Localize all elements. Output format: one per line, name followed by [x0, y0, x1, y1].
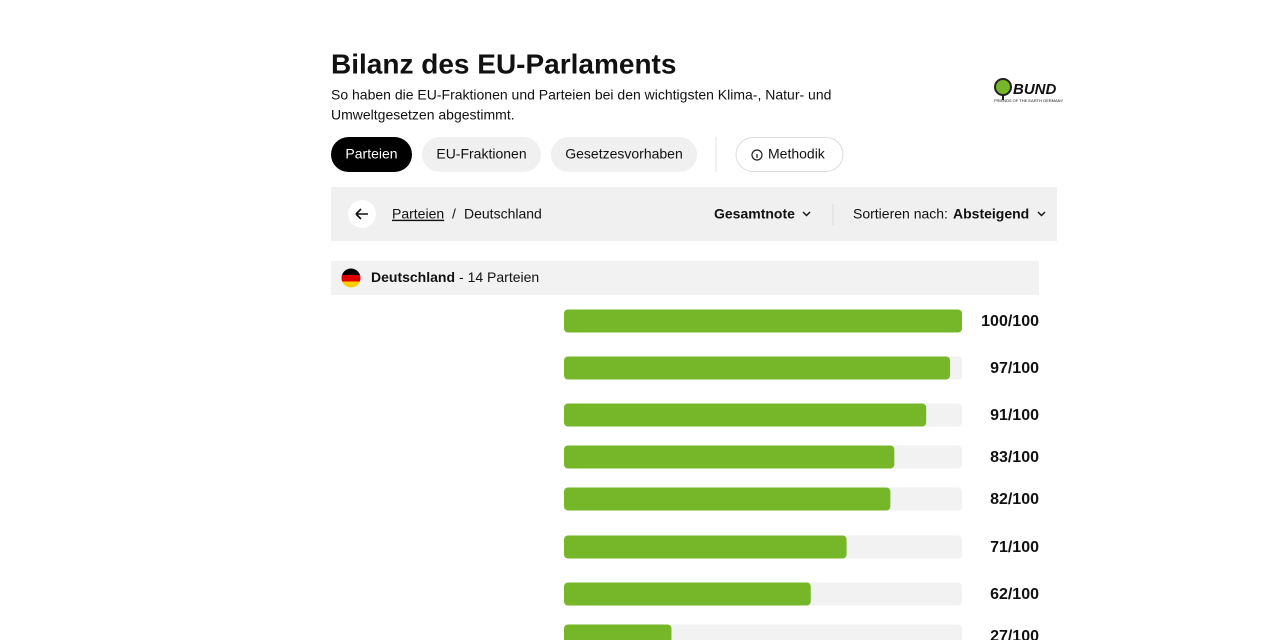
select-value: Gesamtnote	[714, 206, 795, 222]
logo-name: BUND	[1013, 81, 1056, 98]
tab[interactable]: Parteien	[331, 137, 412, 172]
chevron	[802, 211, 811, 217]
back-arrow	[355, 208, 368, 220]
tab-bg	[331, 137, 412, 172]
bar	[564, 356, 951, 380]
country-name: Deutschland	[371, 269, 455, 285]
tab-bg	[551, 137, 697, 172]
value-label: 82/100	[990, 491, 1039, 508]
tab[interactable]: EU-Fraktionen	[422, 137, 541, 172]
toolbar	[331, 187, 1057, 241]
back-button[interactable]	[348, 200, 376, 228]
value-label: 83/100	[990, 449, 1039, 466]
tab-label: Gesetzesvorhaben	[565, 146, 683, 162]
flag	[341, 268, 361, 288]
value-label: 62/100	[990, 586, 1039, 603]
logo-tagline: FRIENDS OF THE EARTH GERMANY	[994, 98, 1064, 103]
sort-label: Sortieren nach:	[853, 206, 948, 222]
bar	[564, 309, 962, 333]
subtitle: Umweltgesetzen abgestimmt.	[331, 107, 515, 123]
bar	[564, 624, 672, 640]
value-label: 91/100	[990, 407, 1039, 424]
flag-stripe	[341, 281, 361, 288]
tab[interactable]: Gesetzesvorhaben	[551, 137, 697, 172]
value-label: 27/100	[990, 628, 1039, 640]
tab-label: EU-Fraktionen	[436, 146, 526, 162]
breadcrumb-separator: /	[452, 206, 456, 222]
value-label: 71/100	[990, 539, 1039, 556]
metric-select[interactable]: Gesamtnote	[714, 206, 811, 222]
breadcrumb-link[interactable]: Parteien	[392, 206, 444, 222]
value-label: 97/100	[990, 360, 1039, 377]
country-count: - 14 Parteien	[459, 269, 539, 285]
chevron	[1037, 211, 1046, 217]
country-header	[331, 261, 1039, 295]
country-label: Deutschland - 14 Parteien	[371, 269, 539, 285]
bar	[564, 487, 891, 511]
breadcrumb-current: Deutschland	[464, 206, 542, 222]
tab-bg	[422, 137, 541, 172]
bar	[564, 535, 847, 559]
bar	[564, 582, 811, 606]
sort-value: Absteigend	[953, 206, 1029, 222]
button-bg	[735, 137, 844, 172]
page-title: Bilanz des EU-Parlaments	[331, 48, 676, 79]
info-icon	[751, 149, 763, 161]
logo-icon	[994, 78, 1012, 96]
button-label: Methodik	[768, 146, 826, 162]
sort-select[interactable]: Sortieren nach: Absteigend	[853, 206, 1046, 222]
tab-label: Parteien	[345, 146, 397, 162]
flag-stripe	[341, 268, 361, 275]
method-button[interactable]: Methodik	[735, 137, 844, 172]
flag-stripe	[341, 275, 361, 282]
subtitle: So haben die EU-Fraktionen und Parteien …	[331, 87, 831, 103]
bar	[564, 403, 927, 427]
bar	[564, 445, 895, 469]
value-label: 100/100	[981, 313, 1039, 330]
logo[interactable]: BUND FRIENDS OF THE EARTH GERMANY	[994, 78, 1064, 103]
